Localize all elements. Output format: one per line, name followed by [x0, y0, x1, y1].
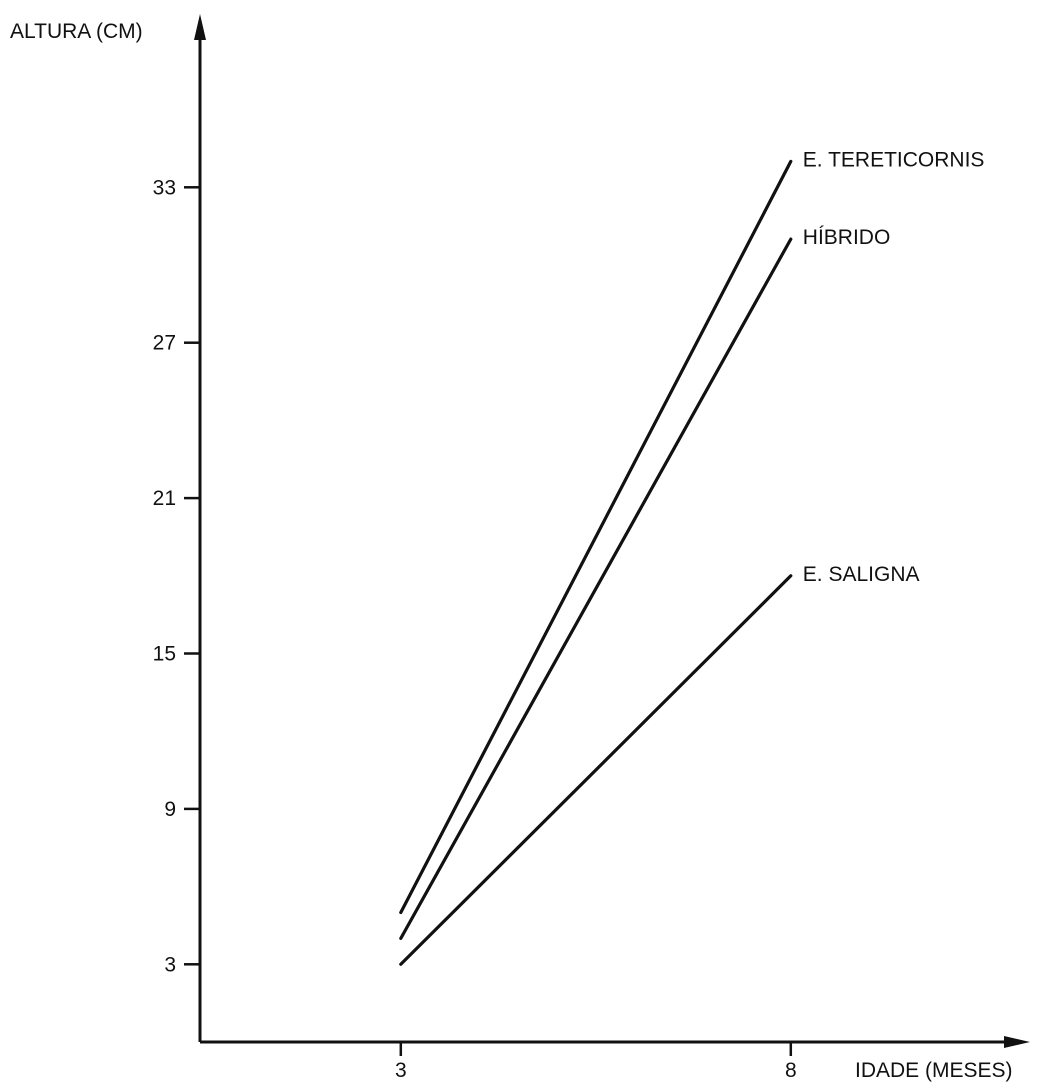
x-tick-label: 8	[785, 1059, 797, 1082]
y-tick-label: 9	[164, 798, 176, 821]
x-axis-arrow	[1004, 1036, 1030, 1048]
series-line-h-brido	[399, 237, 793, 941]
x-axis-title: IDADE (MESES)	[855, 1059, 1013, 1082]
y-tick-label: 33	[153, 176, 176, 199]
x-tick-label: 3	[395, 1059, 407, 1082]
series-lines	[399, 159, 793, 966]
series-line-e-tereticornis	[399, 159, 793, 915]
y-ticks: 3 9 15 21 27 33	[153, 176, 200, 976]
y-tick-label: 27	[153, 332, 176, 355]
series-label-h-brido: HÍBRIDO	[803, 226, 891, 249]
y-axis-title: ALTURA (CM)	[10, 20, 143, 43]
y-tick-label: 15	[153, 643, 176, 666]
series-labels: E. TERETICORNIS HÍBRIDO E. SALIGNA	[803, 148, 985, 585]
y-tick-label: 3	[164, 953, 176, 976]
y-tick-label: 21	[153, 487, 176, 510]
series-label-e-saligna: E. SALIGNA	[803, 563, 920, 586]
y-axis-arrow	[194, 14, 206, 40]
series-label-e-tereticornis: E. TERETICORNIS	[803, 148, 985, 171]
series-line-e-saligna	[399, 574, 793, 966]
